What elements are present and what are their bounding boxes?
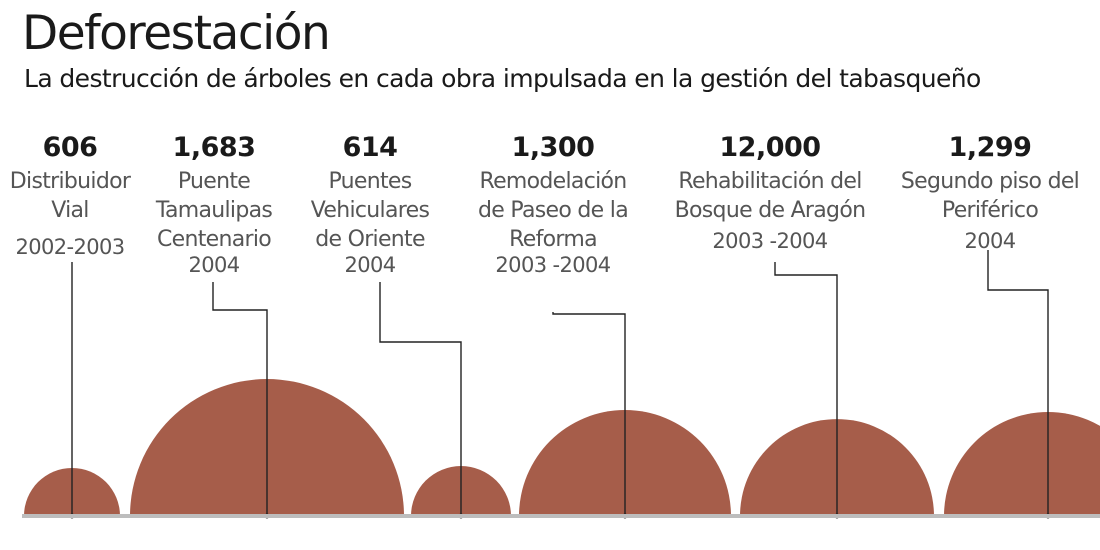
project-period: 2003 -2004 xyxy=(495,253,610,277)
project-name-line: Distribuidor xyxy=(10,169,132,194)
project-name-line: de Paseo de la xyxy=(478,198,628,223)
project-name-line: Bosque de Aragón xyxy=(675,198,866,223)
project-period: 2002-2003 xyxy=(15,235,124,259)
project-name-line: Rehabilitación del xyxy=(678,169,861,194)
project-name-line: Periférico xyxy=(942,198,1038,223)
project-name-line: Centenario xyxy=(157,227,271,252)
value-label-4: 1,300 xyxy=(512,132,595,163)
project-period: 2004 xyxy=(964,229,1015,253)
project-period: 2004 xyxy=(188,253,239,277)
project-name-line: Puentes xyxy=(328,169,411,194)
leader-line-4 xyxy=(552,312,626,516)
project-name-line: Reforma xyxy=(509,227,597,252)
chart-title: Deforestación xyxy=(22,6,331,61)
project-name-line: de Oriente xyxy=(315,227,425,252)
value-label-5: 12,000 xyxy=(719,132,820,163)
project-name-line: Vial xyxy=(51,198,88,223)
value-label-1: 606 xyxy=(43,132,98,163)
project-name-line: Puente xyxy=(178,169,250,194)
project-name-line: Segundo piso del xyxy=(901,169,1079,194)
leader-line-3 xyxy=(379,282,462,516)
project-name-line: Vehiculares xyxy=(311,198,430,223)
leader-line-5 xyxy=(774,262,838,516)
value-label-3: 614 xyxy=(343,132,398,163)
project-name-line: Remodelación xyxy=(479,169,626,194)
value-label-6: 1,299 xyxy=(949,132,1032,163)
bubble-6 xyxy=(944,412,1100,516)
leader-lines-layer xyxy=(69,250,1051,519)
project-name-line: Tamaulipas xyxy=(155,198,273,223)
project-period: 2003 -2004 xyxy=(712,229,827,253)
leader-line-6 xyxy=(987,250,1049,516)
value-label-2: 1,683 xyxy=(173,132,256,163)
leader-line-2 xyxy=(212,282,268,516)
labels-layer: 606 Distribuidor Vial 2002-2003 1,683 Puente T… xyxy=(10,132,1080,277)
bubbles-layer xyxy=(24,379,1100,516)
project-period: 2004 xyxy=(344,253,395,277)
chart-subtitle: La destrucción de árboles en cada obra i… xyxy=(24,64,981,93)
